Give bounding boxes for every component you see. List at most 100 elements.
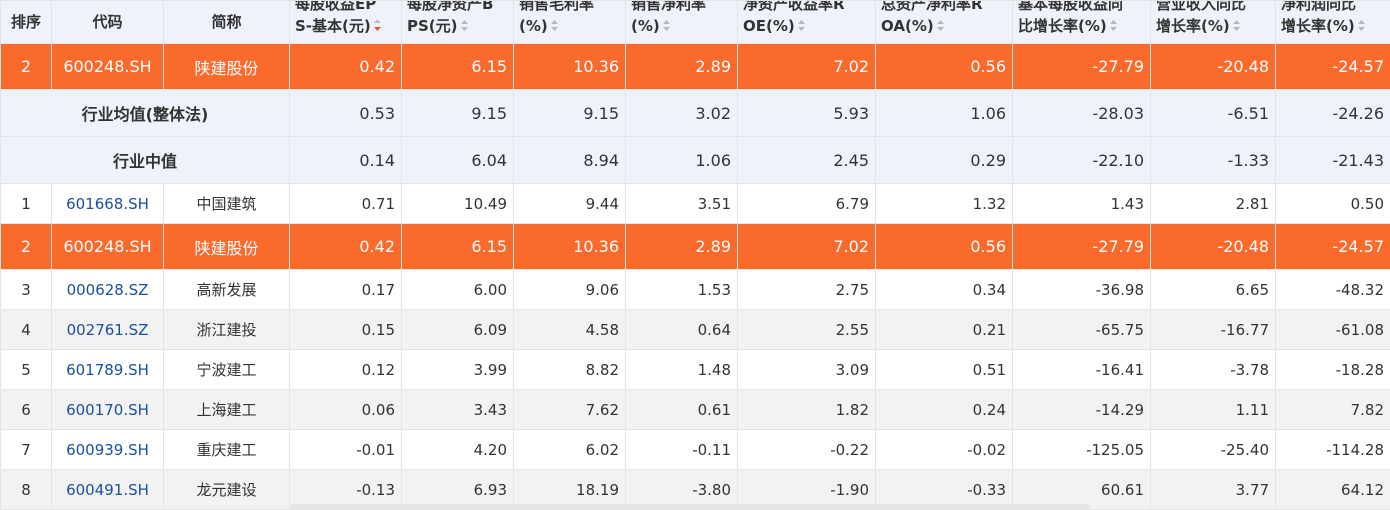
net-margin-cell: -0.11 bbox=[625, 429, 738, 470]
sort-both-icon[interactable] bbox=[460, 19, 469, 32]
sort-both-icon[interactable] bbox=[1357, 19, 1366, 32]
eps-growth-cell: -16.41 bbox=[1012, 349, 1151, 390]
net-margin-cell: -3.80 bbox=[625, 469, 738, 510]
stock-code-link[interactable]: 000628.SZ bbox=[51, 269, 164, 310]
row-rank: 7 bbox=[0, 429, 52, 470]
horizontal-scrollbar[interactable] bbox=[290, 504, 1090, 510]
stock-code-link[interactable]: 601668.SH bbox=[51, 183, 164, 224]
stock-code-link[interactable]: 600170.SH bbox=[51, 389, 164, 430]
eps-growth-cell: -22.10 bbox=[1012, 136, 1151, 184]
row-rank: 2 bbox=[0, 223, 52, 270]
col-code-label: 代码 bbox=[92, 13, 123, 31]
col-eps-growth-header[interactable]: 基本每股收益同 比增长率(%) bbox=[1012, 0, 1151, 44]
row-rank: 6 bbox=[0, 389, 52, 430]
profit-growth-cell: -21.43 bbox=[1275, 136, 1390, 184]
stock-name: 中国建筑 bbox=[163, 183, 290, 224]
table-row[interactable]: 5 601789.SH 宁波建工 0.12 3.99 8.82 1.48 3.0… bbox=[0, 349, 1390, 390]
gross-margin-cell: 18.19 bbox=[513, 469, 626, 510]
sort-both-icon[interactable] bbox=[1109, 19, 1118, 32]
table-row[interactable]: 4 002761.SZ 浙江建投 0.15 6.09 4.58 0.64 2.5… bbox=[0, 309, 1390, 350]
table-row[interactable]: 2 600248.SH 陕建股份 0.42 6.15 10.36 2.89 7.… bbox=[0, 223, 1390, 270]
eps-growth-cell: -65.75 bbox=[1012, 309, 1151, 350]
row-rank: 1 bbox=[0, 183, 52, 224]
roe-cell: -0.22 bbox=[737, 429, 876, 470]
col-rank-header[interactable]: 排序 bbox=[0, 0, 52, 44]
sort-both-icon[interactable] bbox=[550, 19, 559, 32]
eps-cell: -0.13 bbox=[289, 469, 402, 510]
sort-desc-icon[interactable] bbox=[373, 19, 382, 32]
sort-both-icon[interactable] bbox=[662, 19, 671, 32]
stock-name: 高新发展 bbox=[163, 269, 290, 310]
eps-growth-cell: -14.29 bbox=[1012, 389, 1151, 430]
stock-code-link[interactable]: 600939.SH bbox=[51, 429, 164, 470]
gross-margin-cell: 7.62 bbox=[513, 389, 626, 430]
net-margin-cell: 0.64 bbox=[625, 309, 738, 350]
eps-cell: 0.53 bbox=[289, 89, 402, 137]
gross-margin-cell: 10.36 bbox=[513, 43, 626, 90]
sort-both-icon[interactable] bbox=[797, 19, 806, 32]
stock-code-link[interactable]: 601789.SH bbox=[51, 349, 164, 390]
col-eps-label-2: S-基本(元) bbox=[295, 17, 371, 35]
stock-code-link[interactable]: 600248.SH bbox=[51, 223, 164, 270]
profit-growth-cell: -24.57 bbox=[1275, 223, 1390, 270]
row-rank: 5 bbox=[0, 349, 52, 390]
col-roa-header[interactable]: 总资产净利率R OA(%) bbox=[875, 0, 1013, 44]
revenue-growth-cell: -1.33 bbox=[1150, 136, 1276, 184]
eps-cell: 0.17 bbox=[289, 269, 402, 310]
col-roa-label-1: 总资产净利率R bbox=[881, 0, 983, 14]
table-row[interactable]: 7 600939.SH 重庆建工 -0.01 4.20 6.02 -0.11 -… bbox=[0, 429, 1390, 470]
bps-cell: 6.04 bbox=[401, 136, 514, 184]
col-revenue-growth-header[interactable]: 营业收入同比 增长率(%) bbox=[1150, 0, 1276, 44]
col-revenue-growth-label-2: 增长率(%) bbox=[1156, 17, 1230, 35]
col-name-header[interactable]: 简称 bbox=[163, 0, 290, 44]
table-body: 2 600248.SH 陕建股份 0.42 6.15 10.36 2.89 7.… bbox=[0, 43, 1390, 510]
table-row[interactable]: 6 600170.SH 上海建工 0.06 3.43 7.62 0.61 1.8… bbox=[0, 389, 1390, 430]
header-row: 排序 代码 简称 每股收益EP S-基本(元) 每股净资产B PS(元) 销售毛利率… bbox=[0, 0, 1390, 44]
eps-growth-cell: -27.79 bbox=[1012, 43, 1151, 90]
col-eps-growth-label-2: 比增长率(%) bbox=[1018, 17, 1107, 35]
col-profit-growth-header[interactable]: 净利润同比 增长率(%) bbox=[1275, 0, 1390, 44]
roe-cell: -1.90 bbox=[737, 469, 876, 510]
col-gross-margin-header[interactable]: 销售毛利率 (%) bbox=[513, 0, 626, 44]
col-net-margin-label-2: (%) bbox=[631, 17, 660, 35]
col-rank-label: 排序 bbox=[10, 13, 41, 31]
roe-cell: 3.09 bbox=[737, 349, 876, 390]
stock-code-link[interactable]: 002761.SZ bbox=[51, 309, 164, 350]
col-bps-label-1: 每股净资产B bbox=[407, 0, 494, 14]
gross-margin-cell: 4.58 bbox=[513, 309, 626, 350]
table-row[interactable]: 1 601668.SH 中国建筑 0.71 10.49 9.44 3.51 6.… bbox=[0, 183, 1390, 224]
roa-cell: 0.34 bbox=[875, 269, 1013, 310]
roa-cell: 0.56 bbox=[875, 43, 1013, 90]
eps-cell: 0.42 bbox=[289, 43, 402, 90]
col-gross-margin-label-2: (%) bbox=[519, 17, 548, 35]
roa-cell: 1.06 bbox=[875, 89, 1013, 137]
bps-cell: 6.93 bbox=[401, 469, 514, 510]
col-net-margin-header[interactable]: 销售净利率 (%) bbox=[625, 0, 738, 44]
revenue-growth-cell: 3.77 bbox=[1150, 469, 1276, 510]
stock-code-link[interactable]: 600248.SH bbox=[51, 43, 164, 90]
col-roe-header[interactable]: 净资产收益率R OE(%) bbox=[737, 0, 876, 44]
table-row[interactable]: 3 000628.SZ 高新发展 0.17 6.00 9.06 1.53 2.7… bbox=[0, 269, 1390, 310]
roe-cell: 6.79 bbox=[737, 183, 876, 224]
sort-both-icon[interactable] bbox=[936, 19, 945, 32]
gross-margin-cell: 8.94 bbox=[513, 136, 626, 184]
gross-margin-cell: 8.82 bbox=[513, 349, 626, 390]
col-code-header[interactable]: 代码 bbox=[51, 0, 164, 44]
stock-code-link[interactable]: 600491.SH bbox=[51, 469, 164, 510]
row-rank: 3 bbox=[0, 269, 52, 310]
col-profit-growth-label-1: 净利润同比 bbox=[1281, 0, 1357, 14]
bps-cell: 3.43 bbox=[401, 389, 514, 430]
stock-name: 重庆建工 bbox=[163, 429, 290, 470]
gross-margin-cell: 10.36 bbox=[513, 223, 626, 270]
profit-growth-cell: 64.12 bbox=[1275, 469, 1390, 510]
sort-both-icon[interactable] bbox=[1232, 19, 1241, 32]
bps-cell: 10.49 bbox=[401, 183, 514, 224]
highlighted-stock-row[interactable]: 2 600248.SH 陕建股份 0.42 6.15 10.36 2.89 7.… bbox=[0, 43, 1390, 90]
revenue-growth-cell: -25.40 bbox=[1150, 429, 1276, 470]
col-roe-label-1: 净资产收益率R bbox=[743, 0, 845, 14]
bps-cell: 6.15 bbox=[401, 223, 514, 270]
col-bps-header[interactable]: 每股净资产B PS(元) bbox=[401, 0, 514, 44]
profit-growth-cell: -24.26 bbox=[1275, 89, 1390, 137]
col-eps-header[interactable]: 每股收益EP S-基本(元) bbox=[289, 0, 402, 44]
